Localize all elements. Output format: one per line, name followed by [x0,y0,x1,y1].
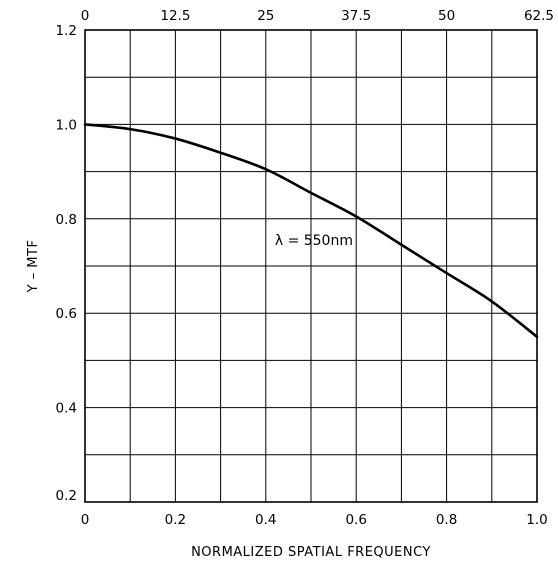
x-tick-label: 0.6 [345,512,366,528]
series-layer [83,123,539,339]
y-axis-label: Y – MTF [26,240,41,294]
grid-lines [85,30,537,502]
plot-frame [84,29,538,503]
y-tick-label: 0.6 [56,306,77,322]
top-tick-label: 25 [257,8,274,24]
y-tick-label: 1.2 [56,23,77,39]
mtf-curve [83,123,539,339]
top-tick-label: 12.5 [160,8,190,24]
wavelength-annotation: λ = 550nm [275,233,353,249]
y-axis-ticks: 0.2 0.4 0.6 0.8 1.0 1.2 [56,23,77,504]
x-tick-label: 0.4 [255,512,276,528]
x-tick-label: 0.2 [165,512,186,528]
y-tick-label: 1.0 [56,117,77,133]
top-tick-label: 0 [81,8,90,24]
top-axis-ticks: 0 12.5 25 37.5 50 62.5 [81,8,554,24]
y-tick-label: 0.4 [56,401,77,417]
x-tick-label: 0.8 [436,512,457,528]
top-tick-label: 62.5 [524,8,554,24]
top-tick-label: 50 [438,8,455,24]
x-tick-label: 1.0 [526,512,547,528]
y-tick-label: 0.8 [56,212,77,228]
x-tick-label: 0 [81,512,90,528]
y-tick-label: 0.2 [56,488,77,504]
x-axis-ticks: 0 0.2 0.4 0.6 0.8 1.0 [81,512,548,528]
top-tick-label: 37.5 [341,8,371,24]
x-axis-label: NORMALIZED SPATIAL FREQUENCY [191,545,431,560]
